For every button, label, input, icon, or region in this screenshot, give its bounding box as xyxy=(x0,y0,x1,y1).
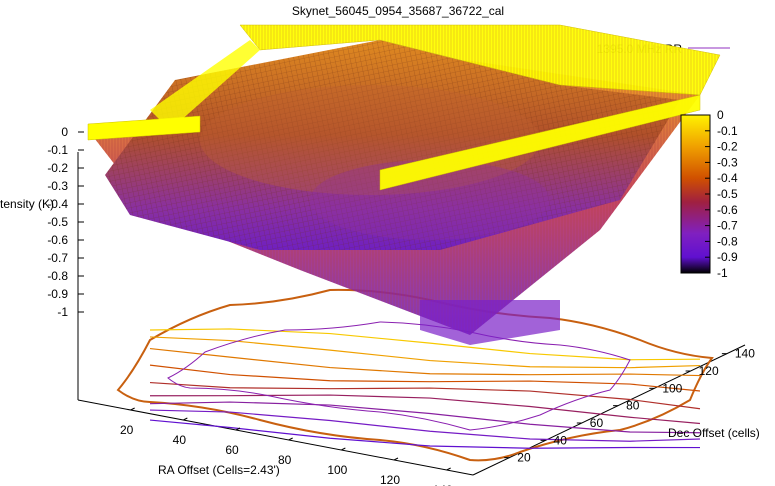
y-tick-label: 60 xyxy=(590,416,604,430)
z-tick-label: 0 xyxy=(61,125,68,139)
colorbox: 0 -0.1 -0.2-0.3 -0.4 -0.5 -0.6 -0.7-0.8 -0.9 -1 xyxy=(680,108,738,280)
colorbox-tick-label: -0.5 xyxy=(717,187,738,201)
x-tick-label: 40 xyxy=(173,433,187,447)
z-tick-label: -0.3 xyxy=(47,179,68,193)
surface-mesh xyxy=(105,40,680,250)
contour-line xyxy=(149,336,701,369)
x-axis-label: RA Offset (Cells=2.43') xyxy=(158,463,280,477)
contour-line xyxy=(149,381,701,410)
z-tick-label: -1 xyxy=(57,305,68,319)
y-tick-label: 140 xyxy=(735,347,755,361)
z-tick-label: -0.1 xyxy=(47,143,68,157)
z-axis: 0 -0.1 -0.2 -0.3 -0.4 -0.5 -0.6 -0.7 -0.8 -0.9 -1 xyxy=(47,125,84,319)
contour-inner-ring xyxy=(167,321,631,431)
z-tick-label: -0.4 xyxy=(47,197,68,211)
colorbox-ticks: 0 -0.1 -0.2-0.3 -0.4 -0.5 -0.6 -0.7-0.8 -0.9 -1 xyxy=(705,108,738,280)
z-tick-label: -0.5 xyxy=(47,215,68,229)
z-tick-label: -0.9 xyxy=(47,287,68,301)
colorbox-tick-label: -0.7 xyxy=(717,219,738,233)
chart-title: Skynet_56045_0954_35687_36722_cal xyxy=(292,4,504,18)
contour-line xyxy=(149,347,701,377)
contour-outer-boundary xyxy=(116,288,714,462)
colorbox-tick-label: 0 xyxy=(717,108,724,122)
contour-line xyxy=(149,364,701,392)
colorbox-tick-label: -0.6 xyxy=(717,203,738,217)
y-tick-label: 20 xyxy=(517,451,531,465)
x-tick-label: 20 xyxy=(120,423,134,437)
contour-line xyxy=(149,409,701,442)
y-tick-label: 80 xyxy=(626,399,640,413)
colorbox-tick-label: -1 xyxy=(717,266,728,280)
x-tick-label: 60 xyxy=(225,443,239,457)
colorbox-tick-label: -0.2 xyxy=(717,140,738,154)
z-tick-label: -0.7 xyxy=(47,251,68,265)
y-tick-label: 100 xyxy=(662,381,682,395)
x-tick-label: 120 xyxy=(380,473,400,486)
contour-line xyxy=(149,328,701,361)
y-tick-label: 40 xyxy=(554,433,568,447)
contour-line xyxy=(149,401,701,434)
colorbox-tick-label: -0.3 xyxy=(717,155,738,169)
x-tick-mark xyxy=(183,417,188,421)
colorbox-tick-label: -0.4 xyxy=(717,171,738,185)
x-tick-mark xyxy=(393,457,399,461)
y-tick-label: 120 xyxy=(699,364,719,378)
colorbox-tick-label: -0.8 xyxy=(717,234,738,248)
rim-planes xyxy=(87,24,721,191)
x-axis: 20 40 60 80 100 120 140 xyxy=(120,407,453,486)
x-tick-label: 80 xyxy=(278,453,292,467)
x-tick-mark xyxy=(288,437,293,441)
colorbox-tick-label: -0.9 xyxy=(717,250,738,264)
y-axis-label: Dec Offset (cells) xyxy=(668,426,760,440)
x-tick-label: 100 xyxy=(327,463,347,477)
z-tick-label: -0.8 xyxy=(47,269,68,283)
x-tick-label: 140 xyxy=(433,483,453,486)
x-tick-mark xyxy=(341,447,346,451)
z-tick-label: -0.2 xyxy=(47,161,68,175)
colorbox-tick-label: -0.1 xyxy=(717,124,738,138)
z-axis-label: Intensity (K) xyxy=(0,197,54,211)
contour-lines xyxy=(116,288,714,462)
x-tick-mark xyxy=(446,467,451,471)
contour-line xyxy=(149,419,701,449)
contour-line xyxy=(149,394,701,425)
z-tick-label: -0.6 xyxy=(47,233,68,247)
x-tick-mark xyxy=(235,427,241,431)
x-tick-mark xyxy=(130,407,135,411)
y-axis: 20 40 60 80 100 120 140 xyxy=(504,347,755,465)
